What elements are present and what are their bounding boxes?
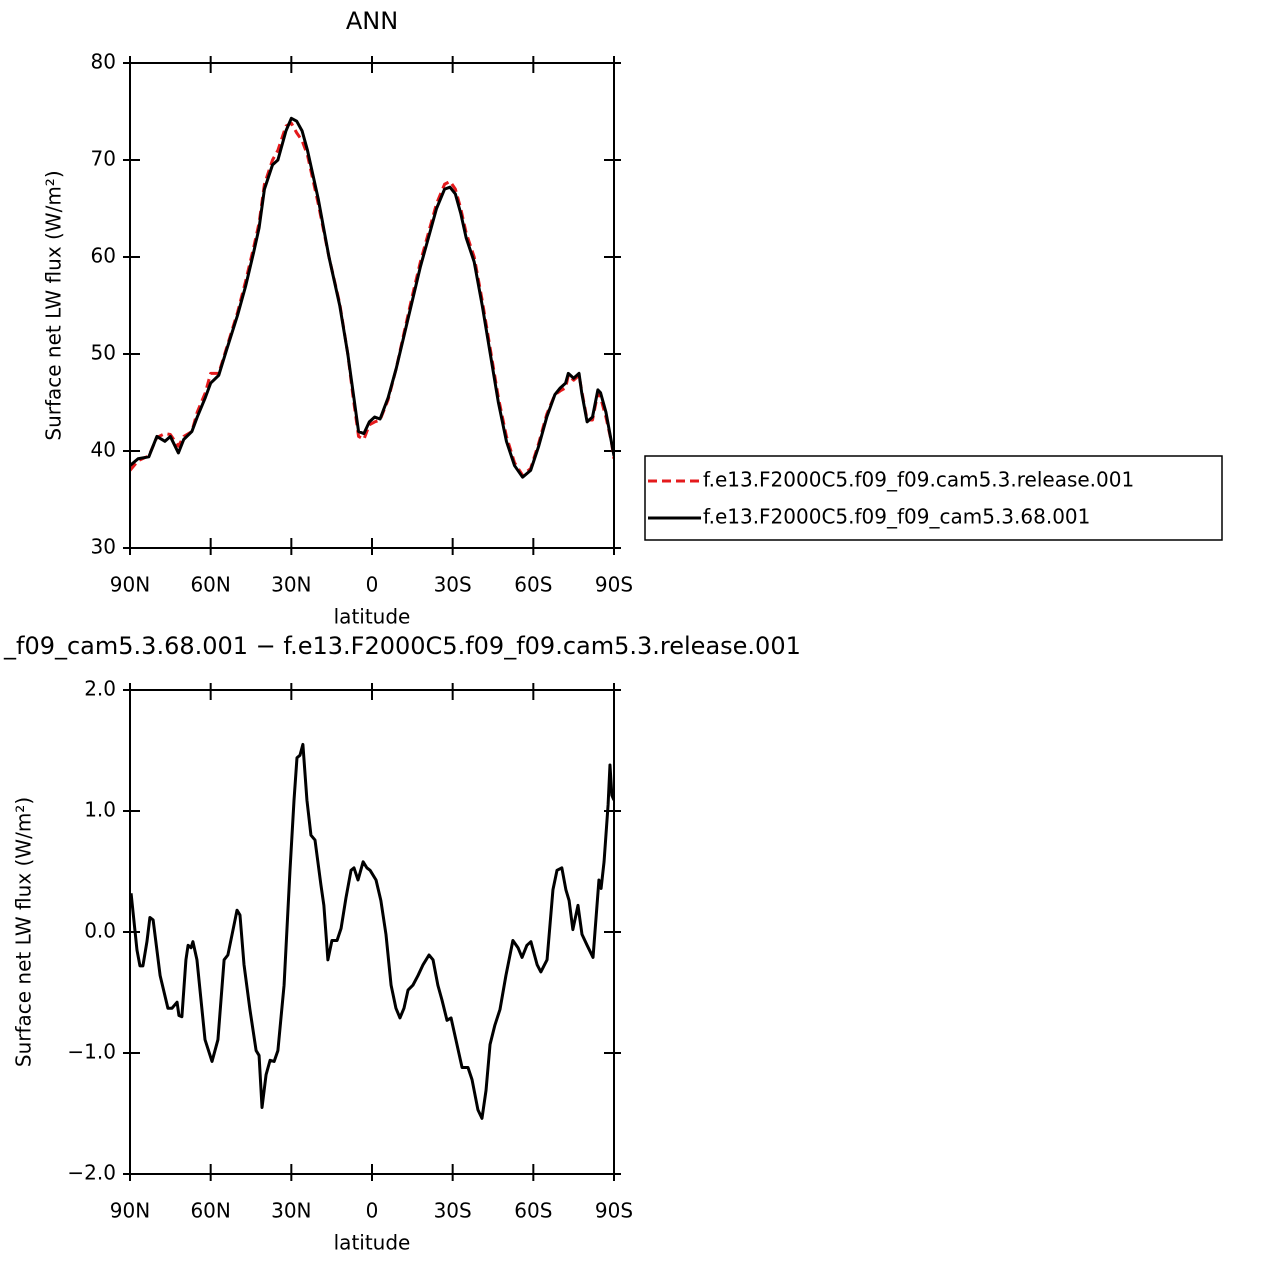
- x-axis-label: latitude: [334, 1231, 411, 1255]
- y-tick-label: 80: [91, 50, 116, 74]
- y-tick-label: 2.0: [84, 677, 116, 701]
- x-tick-label: 60N: [190, 1199, 230, 1223]
- x-tick-label: 30N: [271, 1199, 311, 1223]
- data-line: [130, 116, 614, 479]
- data-line: [130, 742, 614, 1120]
- y-tick-label: 50: [91, 341, 116, 365]
- x-tick-label: 0: [366, 1199, 379, 1223]
- y-tick-label: 70: [91, 147, 116, 171]
- y-axis-label: Surface net LW flux (W/m²): [12, 797, 36, 1067]
- x-tick-label: 60S: [514, 1199, 552, 1223]
- y-tick-label: 1.0: [84, 798, 116, 822]
- y-tick-label: −2.0: [67, 1161, 116, 1185]
- plot-frame: [129, 62, 615, 549]
- x-tick-label: 90S: [595, 1199, 633, 1223]
- y-tick-label: 60: [91, 244, 116, 268]
- y-axis-label: Surface net LW flux (W/m²): [42, 170, 66, 440]
- x-tick-label: 30S: [434, 573, 472, 597]
- y-tick-label: 30: [91, 535, 116, 559]
- x-tick-label: 30S: [434, 1199, 472, 1223]
- y-tick-label: 40: [91, 438, 116, 462]
- x-tick-label: 30N: [271, 573, 311, 597]
- x-tick-label: 60N: [190, 573, 230, 597]
- legend-label: f.e13.F2000C5.f09_f09_cam5.3.68.001: [703, 505, 1090, 529]
- legend-label: f.e13.F2000C5.f09_f09.cam5.3.release.001: [703, 468, 1134, 492]
- y-tick-label: −1.0: [67, 1040, 116, 1064]
- plot-frame: [129, 689, 615, 1175]
- x-tick-label: 60S: [514, 573, 552, 597]
- x-tick-label: 90N: [110, 1199, 150, 1223]
- x-tick-label: 90S: [595, 573, 633, 597]
- x-axis-label: latitude: [334, 605, 411, 629]
- chart-title: _f09_cam5.3.68.001 − f.e13.F2000C5.f09_f…: [3, 632, 801, 660]
- legend-box: [644, 455, 1223, 541]
- chart-title: ANN: [346, 7, 398, 35]
- x-tick-label: 0: [366, 573, 379, 597]
- data-line: [130, 121, 614, 477]
- x-tick-label: 90N: [110, 573, 150, 597]
- y-tick-label: 0.0: [84, 919, 116, 943]
